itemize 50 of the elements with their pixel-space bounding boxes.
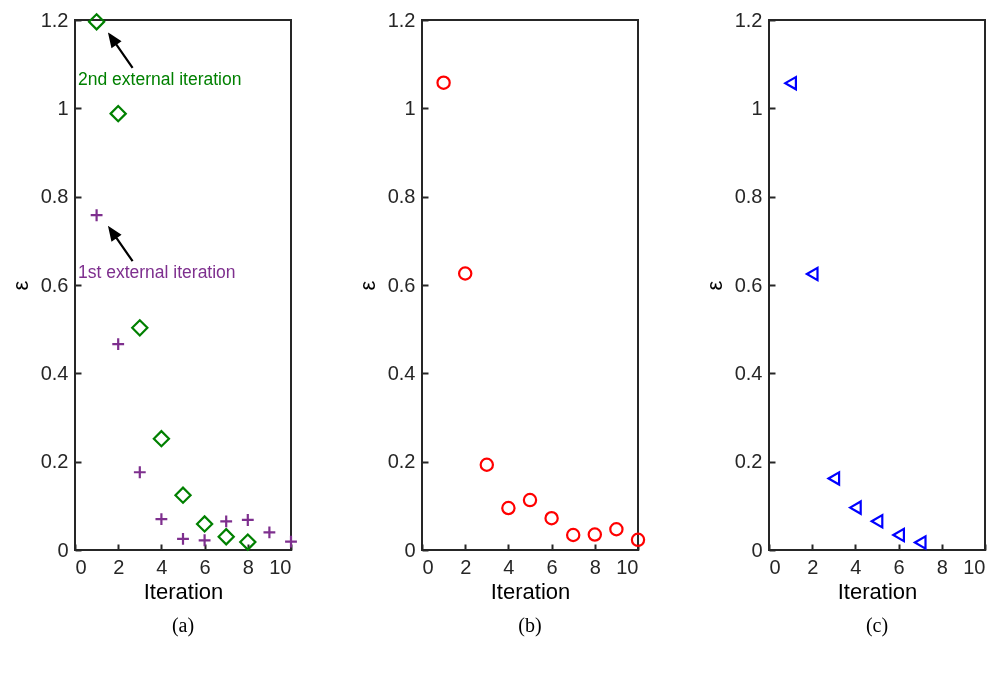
- y-axis-title: ε: [7, 280, 33, 291]
- y-tick-label: 0.2: [387, 450, 416, 473]
- y-tick-label: 0: [404, 538, 416, 561]
- y-tick-label: 0.2: [40, 450, 69, 473]
- y-tick-label: 1.2: [40, 8, 69, 31]
- y-tick-label: 1.2: [387, 8, 416, 31]
- text: (c): [865, 614, 889, 637]
- y-tick-label: 1: [57, 96, 69, 119]
- y-tick-label: 1: [404, 96, 416, 119]
- x-tick-label: 0: [75, 555, 87, 578]
- y-tick-label: 0.6: [734, 273, 763, 296]
- x-axis-title: Iteration: [143, 578, 224, 604]
- x-tick-label: 0: [422, 555, 434, 578]
- y-tick-label: 0.2: [734, 450, 763, 473]
- x-tick-label: 2: [807, 555, 819, 578]
- y-tick-label: 0.4: [734, 361, 763, 384]
- x-tick-label: 6: [893, 555, 905, 578]
- x-tick-label: 2: [460, 555, 472, 578]
- x-axis-title: Iteration: [490, 578, 571, 604]
- y-tick-label: 0: [751, 538, 763, 561]
- y-axis-title: ε: [701, 280, 727, 291]
- y-tick-label: 0.6: [40, 273, 69, 296]
- y-tick-label: 0.8: [387, 185, 416, 208]
- annotation: 2nd external iteration: [78, 68, 242, 89]
- x-tick-label: 4: [850, 555, 862, 578]
- x-tick-label: 10: [269, 555, 292, 578]
- x-tick-label: 8: [589, 555, 601, 578]
- x-tick-label: 8: [936, 555, 948, 578]
- x-tick-label: 6: [546, 555, 558, 578]
- x-tick-label: 0: [769, 555, 781, 578]
- x-tick-label: 8: [242, 555, 254, 578]
- text: (b): [518, 614, 542, 637]
- x-tick-label: 10: [963, 555, 986, 578]
- x-tick-label: 10: [616, 555, 639, 578]
- y-tick-label: 0.4: [387, 361, 416, 384]
- text: (a): [171, 614, 195, 637]
- x-axis-title: Iteration: [837, 578, 918, 604]
- x-tick-label: 4: [503, 555, 515, 578]
- y-tick-label: 0.8: [734, 185, 763, 208]
- y-tick-label: 0.8: [40, 185, 69, 208]
- y-axis-title: ε: [354, 280, 380, 291]
- x-tick-label: 4: [156, 555, 168, 578]
- x-tick-label: 2: [113, 555, 125, 578]
- y-tick-label: 0.6: [387, 273, 416, 296]
- y-tick-label: 1.2: [734, 8, 763, 31]
- y-tick-label: 0: [57, 538, 69, 561]
- y-tick-label: 0.4: [40, 361, 69, 384]
- y-tick-label: 1: [751, 96, 763, 119]
- x-tick-label: 6: [199, 555, 211, 578]
- annotation: 1st external iteration: [78, 262, 236, 283]
